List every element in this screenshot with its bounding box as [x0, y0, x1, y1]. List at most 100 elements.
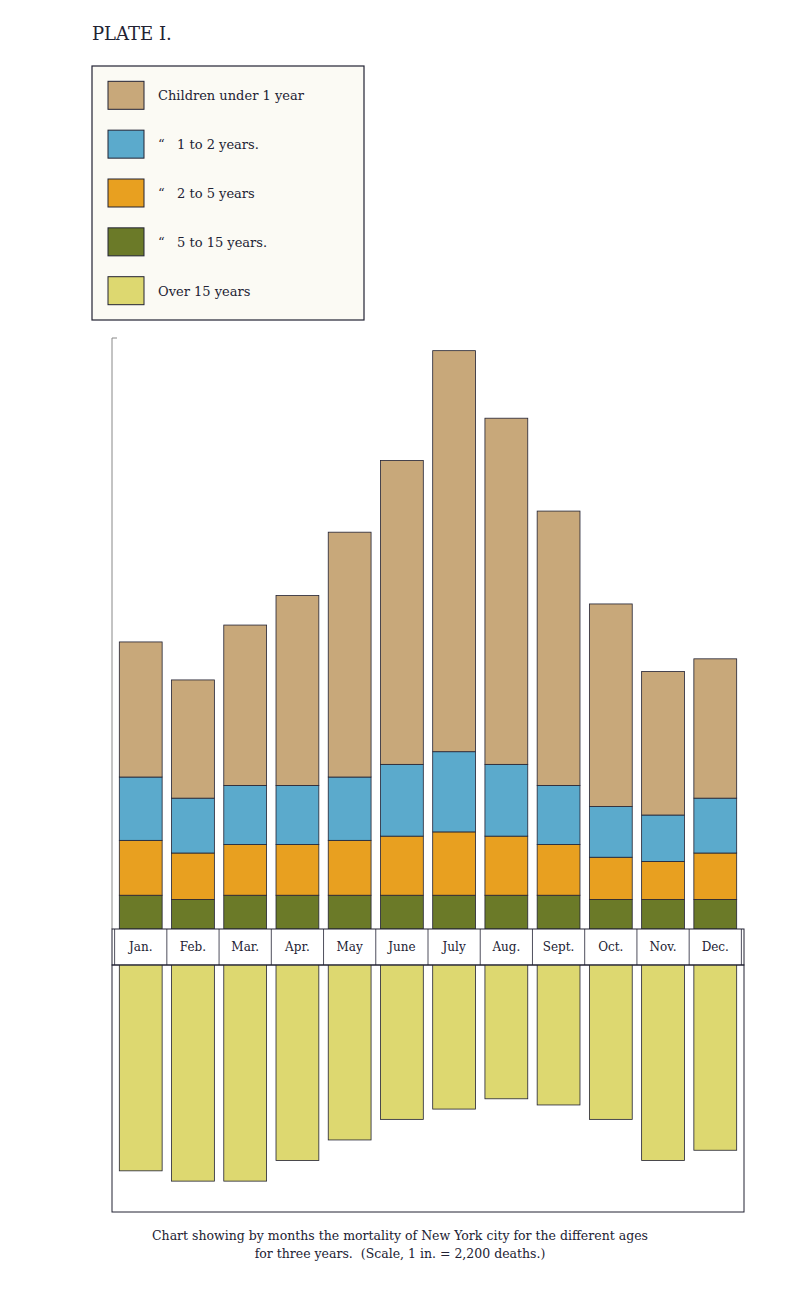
bar-segment — [537, 845, 580, 896]
month-label: Mar. — [231, 940, 259, 954]
bar-segment — [433, 752, 476, 832]
month-divider — [741, 929, 742, 965]
caption-line: Chart showing by months the mortality of… — [152, 1228, 648, 1243]
bar-segment — [642, 671, 685, 815]
bar-segment — [328, 895, 371, 929]
upper-bars — [119, 351, 736, 929]
bar-segment — [694, 798, 737, 853]
bar-segment — [328, 777, 371, 840]
month-divider — [219, 929, 220, 965]
bar-segment — [224, 625, 267, 785]
lower-bars — [119, 965, 736, 1181]
bar-segment — [119, 895, 162, 929]
bar-segment — [276, 895, 319, 929]
bar — [328, 965, 371, 1140]
bar-segment — [589, 857, 632, 899]
title: PLATE I. — [92, 23, 172, 44]
legend-label: “ 1 to 2 years. — [158, 137, 259, 152]
bar-segment — [642, 861, 685, 899]
bar-segment — [694, 853, 737, 899]
bar-segment — [589, 807, 632, 858]
legend-label: Over 15 years — [158, 284, 250, 299]
bar-segment — [119, 840, 162, 895]
month-label: Apr. — [284, 940, 310, 954]
month-label: July — [441, 940, 466, 954]
bar-segment — [485, 418, 528, 764]
bar-segment — [380, 895, 423, 929]
bar — [276, 965, 319, 1161]
month-label: Nov. — [650, 940, 677, 954]
bar-segment — [537, 895, 580, 929]
legend-swatch — [108, 179, 144, 207]
bar-segment — [380, 836, 423, 895]
bar-segment — [224, 785, 267, 844]
bar — [172, 965, 215, 1181]
bar — [119, 965, 162, 1171]
legend-swatch — [108, 228, 144, 256]
bar-segment — [119, 777, 162, 840]
month-label: May — [337, 940, 363, 954]
month-label: June — [386, 940, 415, 954]
month-row — [112, 929, 744, 965]
bar — [694, 965, 737, 1150]
month-divider — [480, 929, 481, 965]
bar-segment — [119, 642, 162, 777]
bar — [224, 965, 267, 1181]
month-divider — [114, 929, 115, 965]
bar-segment — [276, 785, 319, 844]
bar-segment — [224, 845, 267, 896]
y-axis-end — [112, 338, 117, 339]
month-divider — [636, 929, 637, 965]
bar — [485, 965, 528, 1099]
bar — [589, 965, 632, 1119]
bar-segment — [172, 899, 215, 929]
bar-segment — [380, 764, 423, 836]
bar-segment — [433, 832, 476, 895]
caption: Chart showing by months the mortality of… — [152, 1228, 648, 1261]
month-label: Dec. — [702, 940, 729, 954]
month-label: Oct. — [598, 940, 623, 954]
bar-segment — [433, 351, 476, 752]
month-divider — [689, 929, 690, 965]
bar-segment — [224, 895, 267, 929]
month-divider — [584, 929, 585, 965]
legend — [92, 66, 364, 320]
bar-segment — [485, 836, 528, 895]
caption-line: for three years. (Scale, 1 in. = 2,200 d… — [255, 1246, 546, 1261]
bar-segment — [694, 899, 737, 929]
bar — [433, 965, 476, 1109]
legend-swatch — [108, 81, 144, 109]
bar-segment — [537, 511, 580, 785]
month-divider — [375, 929, 376, 965]
legend-label: “ 2 to 5 years — [158, 186, 255, 201]
month-divider — [166, 929, 167, 965]
bar-segment — [276, 596, 319, 786]
chart: PLATE I.Jan.Feb.Mar.Apr.MayJuneJulyAug.S… — [0, 0, 800, 1300]
bar-segment — [485, 895, 528, 929]
bar — [380, 965, 423, 1119]
bar-segment — [328, 840, 371, 895]
bar — [537, 965, 580, 1105]
legend-swatch — [108, 277, 144, 305]
month-divider — [323, 929, 324, 965]
bar-segment — [642, 815, 685, 861]
bar-segment — [694, 659, 737, 798]
bar-segment — [589, 899, 632, 929]
month-label: Aug. — [491, 940, 520, 954]
bar-segment — [433, 895, 476, 929]
bar-segment — [589, 604, 632, 807]
bar-segment — [537, 785, 580, 844]
bar-segment — [485, 764, 528, 836]
bar-segment — [276, 845, 319, 896]
bar-segment — [172, 680, 215, 798]
month-divider — [532, 929, 533, 965]
month-divider — [271, 929, 272, 965]
legend-swatch — [108, 130, 144, 158]
month-label: Feb. — [180, 940, 206, 954]
month-divider — [428, 929, 429, 965]
legend-label: Children under 1 year — [158, 88, 305, 103]
y-axis-line — [112, 338, 113, 929]
month-label: Jan. — [127, 940, 153, 954]
bar — [642, 965, 685, 1161]
frame — [112, 965, 744, 1212]
